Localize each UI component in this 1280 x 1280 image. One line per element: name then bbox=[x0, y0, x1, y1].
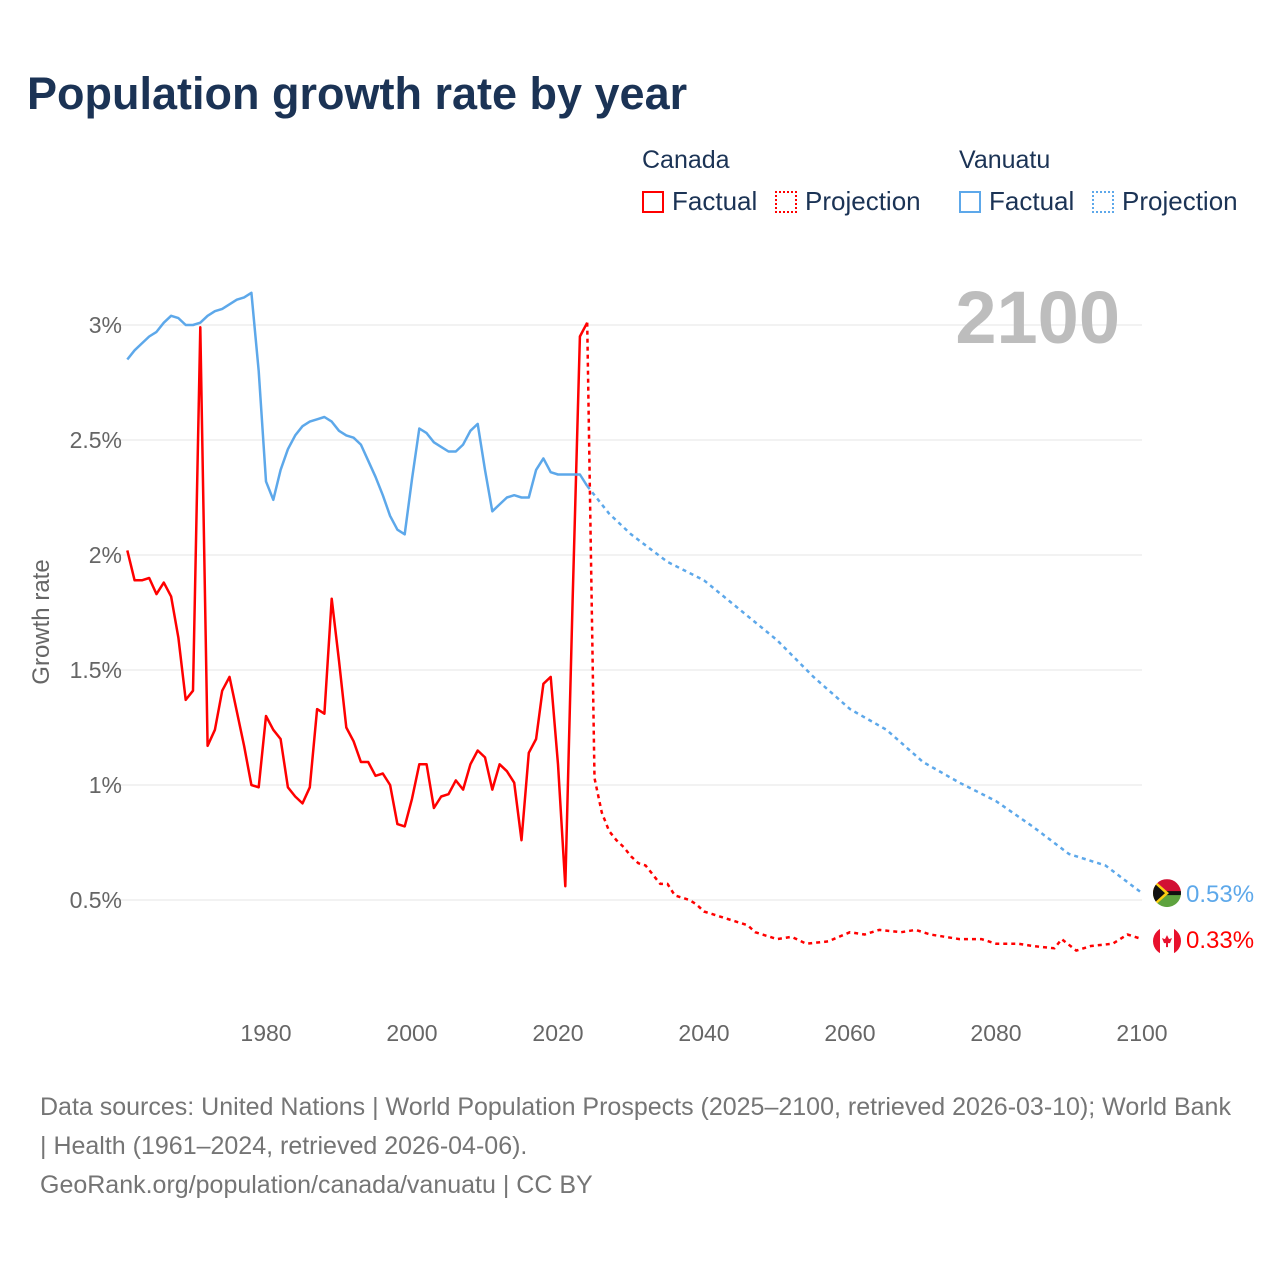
canada-factual-line bbox=[126, 322, 589, 888]
y-tick-label: 2% bbox=[89, 542, 122, 568]
y-tick-label: 0.5% bbox=[70, 887, 122, 913]
canada-projection-line bbox=[585, 322, 1143, 952]
vanuatu-end-value: 0.53% bbox=[1186, 881, 1254, 908]
chart-title: Population growth rate by year bbox=[27, 68, 688, 119]
year-label: 2100 bbox=[955, 276, 1120, 359]
x-tick-label: 2060 bbox=[824, 1020, 875, 1046]
legend-label: Projection bbox=[1122, 186, 1238, 216]
legend-group-canada: Canada bbox=[642, 146, 730, 174]
y-tick-label: 1.5% bbox=[70, 657, 122, 683]
legend-swatch-dotted bbox=[775, 190, 797, 213]
y-tick-label: 3% bbox=[89, 312, 122, 338]
legend-swatch-solid bbox=[959, 190, 981, 213]
legend-vanuatu-projection[interactable]: Projection bbox=[1092, 186, 1238, 217]
legend-group-vanuatu: Vanuatu bbox=[959, 146, 1051, 174]
x-tick-label: 2100 bbox=[1116, 1020, 1167, 1046]
vanuatu-projection-line bbox=[586, 485, 1143, 895]
vanuatu-flag-icon bbox=[1153, 879, 1181, 908]
legend-canada-factual[interactable]: Factual bbox=[642, 186, 757, 217]
x-tick-label: 2040 bbox=[678, 1020, 729, 1046]
x-tick-label: 2020 bbox=[532, 1020, 583, 1046]
legend-label: Factual bbox=[989, 186, 1075, 216]
legend-swatch-dotted bbox=[1092, 190, 1114, 213]
data-sources: Data sources: United Nations | World Pop… bbox=[40, 1093, 1231, 1160]
canada-flag-icon bbox=[1153, 927, 1181, 956]
legend-canada-projection[interactable]: Projection bbox=[775, 186, 921, 217]
legend-label: Factual bbox=[672, 186, 758, 216]
legend-vanuatu-factual[interactable]: Factual bbox=[959, 186, 1074, 217]
y-tick-label: 2.5% bbox=[70, 427, 122, 453]
x-tick-label: 2000 bbox=[386, 1020, 437, 1046]
vanuatu-factual-line bbox=[126, 291, 589, 536]
canada-end-value: 0.33% bbox=[1186, 927, 1254, 954]
x-tick-label: 1980 bbox=[240, 1020, 291, 1046]
x-tick-label: 2080 bbox=[970, 1020, 1021, 1046]
legend-swatch-solid bbox=[642, 190, 664, 213]
y-tick-label: 1% bbox=[89, 772, 122, 798]
legend-label: Projection bbox=[805, 186, 921, 216]
source-link[interactable]: GeoRank.org/population/canada/vanuatu | … bbox=[40, 1171, 593, 1199]
footer: Data sources: United Nations | World Pop… bbox=[40, 1088, 1240, 1205]
